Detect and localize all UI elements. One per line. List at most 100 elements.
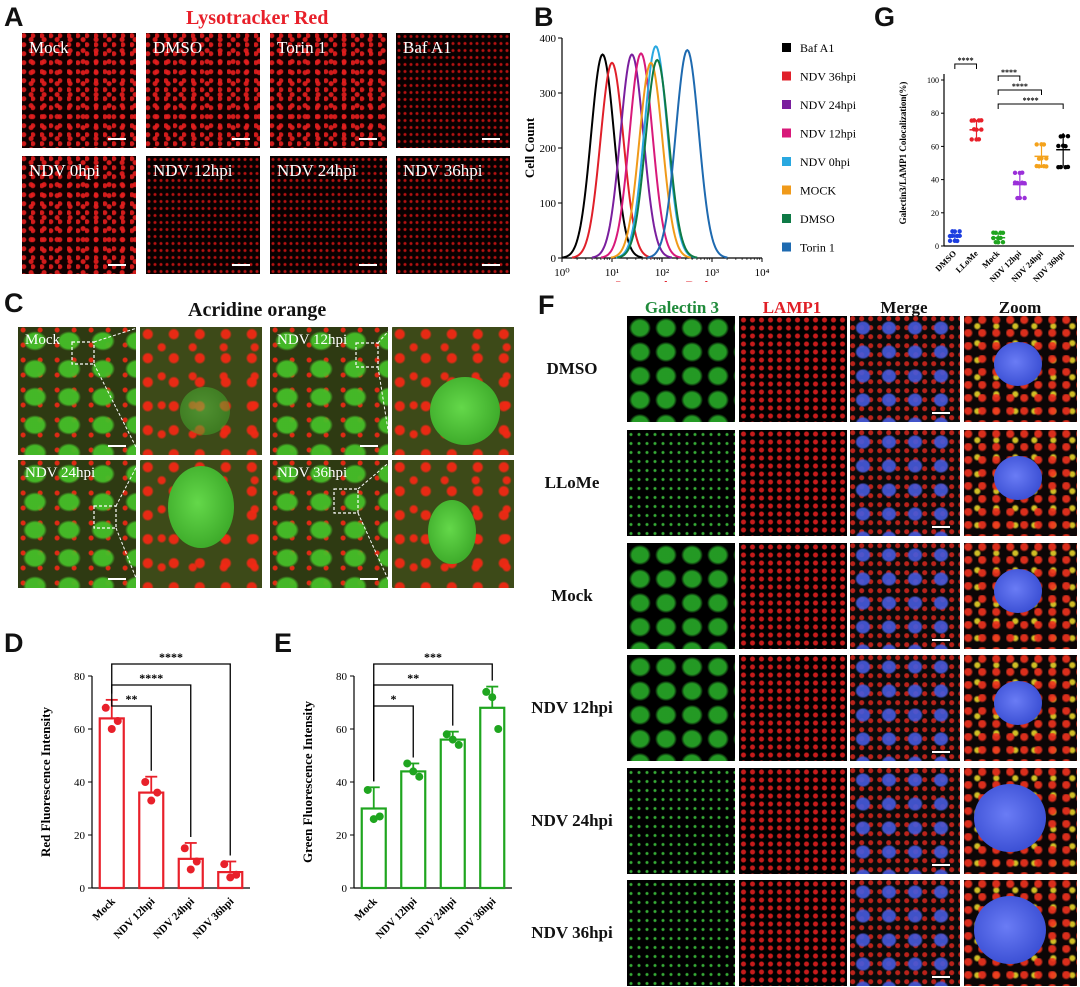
legend-swatch (782, 128, 791, 138)
panel-label-f: F (538, 290, 555, 320)
x-tick-label: NDV 12hpi (374, 896, 420, 942)
y-tick-label: 0 (342, 883, 348, 895)
histogram-line-ndv-0hpi (615, 45, 696, 259)
nucleus (180, 387, 230, 435)
nucleus (974, 896, 1046, 964)
micrograph-f-merge-llome (850, 430, 960, 536)
chart-e-green-fluorescence: 0 20 40 60 80 Green Fluorescence Intensity Moc… (300, 650, 512, 942)
nucleus (974, 784, 1046, 852)
tile-label: Mock (29, 38, 69, 57)
data-point (113, 717, 122, 726)
data-point (1039, 156, 1044, 161)
micrograph-f-zoom-mock (964, 543, 1077, 649)
micrograph-f-galectin3-ndv-36hpi (627, 880, 735, 986)
y-tick-label: 20 (931, 209, 939, 218)
micrograph-f-merge-ndv-24hpi (850, 768, 960, 874)
nucleus (994, 569, 1042, 613)
data-point (955, 238, 960, 244)
histogram-line-ndv-24hpi (591, 53, 672, 259)
micrograph-f-zoom-llome (964, 430, 1077, 536)
x-tick-label: NDV 36hpi (191, 896, 237, 942)
legend-label: NDV 36hpi (800, 70, 857, 84)
y-axis-label: Green Fluorescence Intensity (300, 701, 315, 863)
histogram-line-baf-a1 (562, 53, 643, 259)
scale-bar (932, 526, 950, 528)
data-point (998, 235, 1003, 241)
tile-label: NDV 12hpi (277, 332, 348, 348)
data-point (1060, 133, 1066, 139)
tile-label: NDV 24hpi (277, 161, 357, 180)
y-tick-label: 0 (551, 253, 557, 265)
data-point (147, 796, 156, 805)
micrograph-f-galectin3-llome (627, 430, 735, 536)
y-tick-label: 60 (336, 724, 348, 736)
chart-g-colocalization: 0 20 40 60 80 100 Galectin3/LAMP1 Colocalizati… (898, 56, 1074, 282)
data-point (1065, 134, 1071, 139)
data-point (232, 870, 241, 879)
data-point (363, 785, 372, 794)
y-tick-label: 100 (927, 76, 939, 85)
micrograph-a-ndv24: NDV 24hpi (270, 156, 387, 274)
scale-bar (108, 445, 126, 447)
data-point (494, 725, 503, 733)
tile-label: NDV 24hpi (25, 465, 96, 481)
micrograph-a-dmso: DMSO (146, 33, 260, 148)
y-tick-label: 300 (540, 88, 557, 100)
scale-bar (359, 138, 377, 140)
y-tick-label: 40 (931, 176, 939, 185)
scale-bar (108, 264, 126, 266)
nucleus (994, 456, 1042, 500)
data-point (957, 229, 962, 234)
data-point (415, 772, 424, 781)
histogram-line-mock (610, 61, 691, 259)
data-point (1017, 195, 1023, 201)
nucleus (168, 466, 234, 548)
data-point (979, 127, 984, 132)
data-point (950, 233, 955, 239)
x-tick-label: NDV 24hpi (413, 896, 459, 942)
panel-label-g: G (874, 2, 896, 32)
data-point (974, 127, 979, 132)
row-label-ndv-12hpi: NDV 12hpi (531, 698, 613, 717)
significance-label: **** (1023, 96, 1039, 105)
panel-label-b: B (534, 2, 554, 32)
zoom-indicator-lines-c (71, 326, 393, 589)
data-point (1000, 240, 1006, 245)
micrograph-c-ndv24-zoom (140, 460, 262, 588)
data-point (403, 759, 412, 768)
data-point (192, 857, 201, 866)
y-tick-label: 60 (931, 142, 939, 151)
y-tick-label: 60 (74, 724, 86, 736)
chart-b-histogram: 0 100 200 300 400 10⁰ 10¹ 10² 10³ 10⁴ Lysotracker … (522, 33, 857, 282)
bar (400, 770, 427, 890)
scale-bar (482, 138, 500, 140)
legend-label: NDV 0hpi (800, 155, 851, 169)
micrograph-c-ndv36-zoom (392, 460, 514, 588)
data-point (1041, 142, 1047, 147)
scale-bar (359, 264, 377, 266)
micrograph-a-ndv36: NDV 36hpi (396, 156, 510, 274)
data-point (375, 812, 384, 821)
bar (138, 791, 165, 890)
panel-label-e: E (274, 628, 293, 658)
y-axis-label: Cell Count (522, 117, 537, 178)
legend-swatch (782, 185, 791, 195)
x-tick-label: 10² (655, 267, 670, 279)
x-tick-label: NDV 36hpi (453, 896, 499, 942)
legend-label: NDV 12hpi (800, 127, 857, 141)
scale-bar (108, 138, 126, 140)
tile-label: Mock (25, 332, 60, 348)
bar (98, 717, 125, 890)
legend-swatch (782, 71, 791, 81)
data-point (220, 860, 229, 869)
significance-label: **** (958, 56, 974, 65)
tile-label: NDV 12hpi (153, 161, 233, 180)
histogram-line-dmso (617, 58, 698, 259)
y-axis-label: Red Fluorescence Intensity (38, 707, 53, 857)
scale-bar (932, 639, 950, 641)
row-label-ndv-36hpi: NDV 36hpi (531, 923, 613, 942)
bar (479, 706, 506, 890)
data-point (952, 229, 958, 234)
y-tick-label: 400 (540, 33, 557, 45)
tile-label: DMSO (153, 38, 203, 57)
